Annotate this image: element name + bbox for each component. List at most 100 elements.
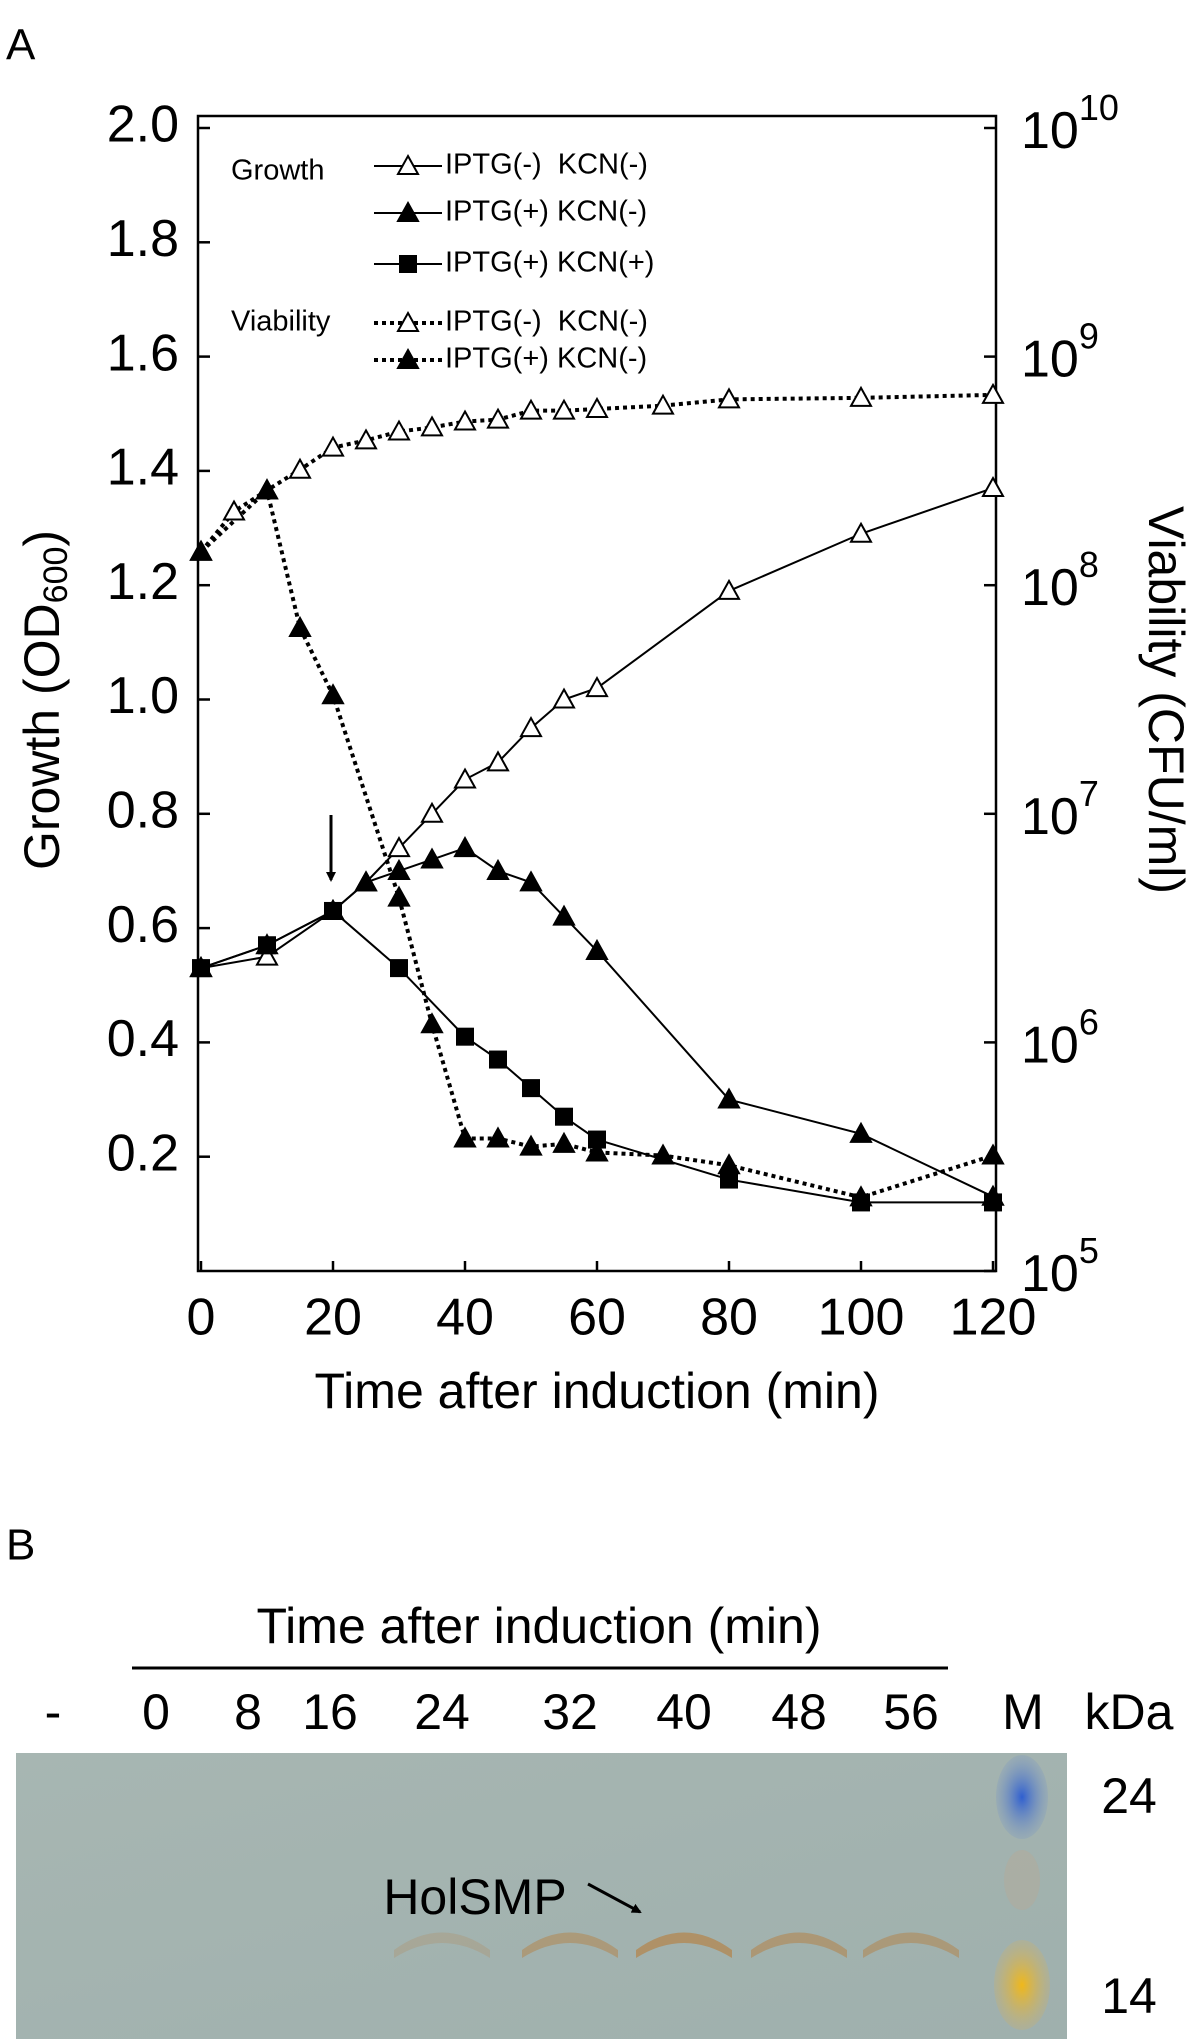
- protein-band: [751, 1932, 847, 1958]
- x-tick-label: 20: [304, 1289, 362, 1347]
- lane-label: 16: [302, 1684, 358, 1740]
- y2-tick-exponent: 5: [1079, 1230, 1099, 1271]
- data-point: [981, 475, 1005, 498]
- legend-title: Viability: [231, 306, 331, 338]
- data-point: [321, 435, 345, 457]
- y2-tick-label: 106: [1021, 1001, 1099, 1074]
- data-point: [420, 801, 444, 823]
- legend-label: IPTG(+) KCN(+): [445, 247, 654, 279]
- data-point: [486, 1126, 510, 1148]
- y-tick-label: 2.0: [107, 96, 179, 154]
- data-point: [519, 398, 543, 420]
- data-point: [453, 836, 477, 858]
- data-point: [717, 1087, 741, 1109]
- data-point: [486, 750, 510, 772]
- lane-label: M: [1002, 1684, 1044, 1740]
- x-tick-label: 80: [700, 1289, 758, 1347]
- marker-band: [994, 1940, 1050, 2030]
- data-point: [387, 836, 411, 858]
- y2-tick-base: 10: [1021, 559, 1079, 617]
- protein-band: [522, 1932, 618, 1958]
- y2-tick-label: 105: [1021, 1230, 1099, 1303]
- data-point: [552, 904, 576, 926]
- data-point: [387, 858, 411, 880]
- series-line: [200, 909, 993, 1204]
- y2-tick-base: 10: [1021, 1016, 1079, 1074]
- data-point: [720, 1170, 738, 1189]
- y-tick-label: 0.2: [107, 1124, 179, 1182]
- band-annotation: HolSMP: [383, 1869, 566, 1925]
- marker-label: 24: [1101, 1768, 1157, 1824]
- data-point: [387, 419, 411, 441]
- legend-marker: [396, 310, 420, 332]
- y2-tick-exponent: 6: [1079, 1001, 1099, 1042]
- lane-label: 32: [542, 1684, 598, 1740]
- data-point: [585, 676, 609, 698]
- gel-image: [16, 1753, 1067, 2039]
- data-point: [552, 398, 576, 420]
- y-tick-label: 0.8: [107, 782, 179, 840]
- gel-title: Time after induction (min): [257, 1598, 822, 1654]
- y2-tick-exponent: 7: [1079, 772, 1099, 813]
- y-tick-label: 1.2: [107, 553, 179, 611]
- y2-tick-base: 10: [1021, 330, 1079, 388]
- lane-label: 56: [883, 1684, 939, 1740]
- x-tick-label: 40: [436, 1289, 494, 1347]
- data-point: [651, 393, 675, 415]
- data-point: [453, 767, 477, 789]
- lane-label: 48: [771, 1684, 827, 1740]
- unit-label: kDa: [1085, 1684, 1174, 1740]
- legend-label: IPTG(-) KCN(-): [445, 306, 648, 338]
- y-tick-label: 1.8: [107, 210, 179, 268]
- data-point: [354, 870, 378, 892]
- data-point: [420, 847, 444, 869]
- data-point: [354, 428, 378, 450]
- sample-bands: [394, 1932, 959, 1958]
- x-tick-label: 0: [187, 1289, 216, 1347]
- y-tick-label: 0.6: [107, 896, 179, 954]
- data-point: [324, 901, 342, 920]
- data-point: [453, 409, 477, 431]
- y2-tick-label: 108: [1021, 544, 1099, 617]
- data-point: [420, 1012, 444, 1034]
- data-point: [984, 1193, 1002, 1212]
- data-point: [981, 1143, 1005, 1165]
- data-point: [387, 885, 411, 907]
- data-point: [489, 1050, 507, 1069]
- protein-band: [394, 1932, 490, 1958]
- y2-tick-label: 107: [1021, 772, 1099, 845]
- marker-label: 14: [1101, 1968, 1157, 2024]
- data-point: [849, 385, 873, 407]
- y2-tick-base: 10: [1021, 788, 1079, 846]
- y-tick-label: 1.4: [107, 439, 179, 497]
- data-point: [981, 382, 1005, 404]
- y-tick-label: 0.4: [107, 1010, 179, 1068]
- series-line: [199, 486, 994, 1200]
- data-point: [552, 1131, 576, 1153]
- data-point: [486, 858, 510, 880]
- y-axis-title-end: ): [14, 530, 70, 547]
- data-point: [189, 539, 213, 561]
- y2-tick-exponent: 10: [1079, 87, 1119, 128]
- data-point: [456, 1027, 474, 1046]
- panel-label: B: [6, 1521, 35, 1570]
- legend-marker: [396, 153, 420, 175]
- data-point: [420, 415, 444, 437]
- data-point: [255, 478, 279, 500]
- y2-tick-exponent: 9: [1079, 315, 1099, 356]
- y-axis-title: Growth (OD600): [14, 530, 75, 870]
- data-point: [258, 936, 276, 955]
- legend-marker: [396, 347, 420, 369]
- y-tick-label: 1.0: [107, 667, 179, 725]
- x-tick-label: 120: [950, 1289, 1037, 1347]
- data-point: [717, 387, 741, 409]
- legend-label: IPTG(+) KCN(-): [445, 196, 647, 228]
- data-point: [585, 938, 609, 960]
- marker-band: [996, 1755, 1048, 1839]
- legend-title: Growth: [231, 155, 324, 187]
- data-point: [222, 499, 246, 521]
- y2-axis-title: Viability (CFU/ml): [1138, 506, 1194, 894]
- annotation-arrow: [587, 1882, 642, 1914]
